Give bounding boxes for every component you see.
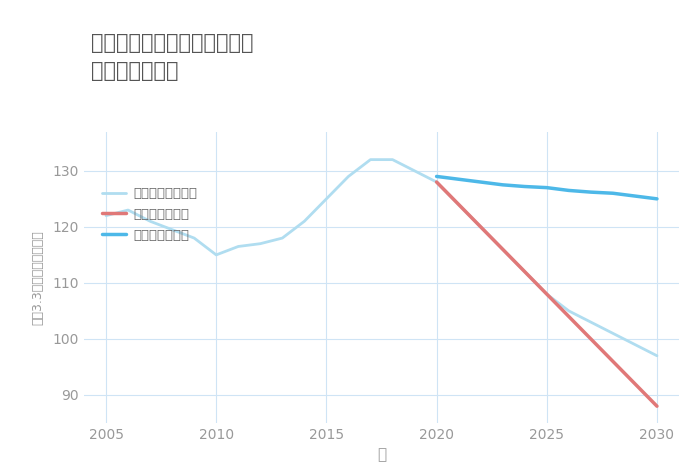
ノーマルシナリオ <box>256 241 265 246</box>
ノーマルシナリオ <box>631 342 639 347</box>
ノーマルシナリオ <box>212 252 220 258</box>
グッドシナリオ <box>631 193 639 199</box>
Y-axis label: 坪（3.3㎡）単価（万円）: 坪（3.3㎡）単価（万円） <box>32 230 44 325</box>
グッドシナリオ <box>521 184 529 189</box>
ノーマルシナリオ <box>542 291 551 297</box>
ノーマルシナリオ <box>389 157 397 163</box>
グッドシナリオ <box>454 176 463 182</box>
Legend: ノーマルシナリオ, バッドシナリオ, グッドシナリオ: ノーマルシナリオ, バッドシナリオ, グッドシナリオ <box>97 182 203 247</box>
ノーマルシナリオ <box>498 246 507 252</box>
Line: バッドシナリオ: バッドシナリオ <box>437 182 657 406</box>
ノーマルシナリオ <box>410 168 419 173</box>
ノーマルシナリオ <box>344 173 353 179</box>
ノーマルシナリオ <box>168 227 176 233</box>
ノーマルシナリオ <box>454 202 463 207</box>
グッドシナリオ <box>609 190 617 196</box>
バッドシナリオ <box>433 179 441 185</box>
ノーマルシナリオ <box>146 219 154 224</box>
グッドシナリオ <box>542 185 551 190</box>
Line: ノーマルシナリオ: ノーマルシナリオ <box>106 160 657 356</box>
グッドシナリオ <box>498 182 507 188</box>
ノーマルシナリオ <box>477 224 485 230</box>
ノーマルシナリオ <box>587 319 595 325</box>
ノーマルシナリオ <box>565 308 573 314</box>
ノーマルシナリオ <box>234 243 242 249</box>
ノーマルシナリオ <box>322 196 330 202</box>
バッドシナリオ <box>653 403 662 409</box>
X-axis label: 年: 年 <box>377 447 386 462</box>
グッドシナリオ <box>477 179 485 185</box>
グッドシナリオ <box>565 188 573 193</box>
Line: グッドシナリオ: グッドシナリオ <box>437 176 657 199</box>
ノーマルシナリオ <box>366 157 375 163</box>
ノーマルシナリオ <box>609 330 617 336</box>
ノーマルシナリオ <box>124 207 132 213</box>
グッドシナリオ <box>653 196 662 202</box>
ノーマルシナリオ <box>653 353 662 359</box>
ノーマルシナリオ <box>102 213 110 219</box>
グッドシナリオ <box>433 173 441 179</box>
ノーマルシナリオ <box>521 269 529 274</box>
Text: 兵庫県西宮市甲子園網引町の
土地の価格推移: 兵庫県西宮市甲子園網引町の 土地の価格推移 <box>91 33 253 81</box>
ノーマルシナリオ <box>300 219 309 224</box>
ノーマルシナリオ <box>433 179 441 185</box>
グッドシナリオ <box>587 189 595 195</box>
ノーマルシナリオ <box>190 235 198 241</box>
ノーマルシナリオ <box>278 235 286 241</box>
